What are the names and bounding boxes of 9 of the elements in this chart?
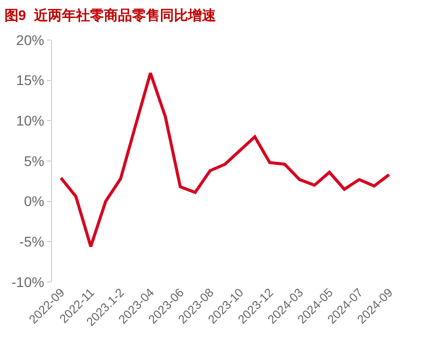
y-tick-label: 10% <box>16 112 44 129</box>
y-tick-label: -10% <box>12 274 44 290</box>
y-tick-label: 15% <box>16 72 44 88</box>
chart-title: 图9 近两年社零商品零售同比增速 <box>4 7 217 24</box>
y-tick-label: -5% <box>19 234 44 250</box>
y-tick-label: 0% <box>24 193 44 210</box>
y-tick-label: 5% <box>24 152 44 169</box>
y-tick-label: 20% <box>16 32 44 48</box>
line-series <box>59 72 391 248</box>
